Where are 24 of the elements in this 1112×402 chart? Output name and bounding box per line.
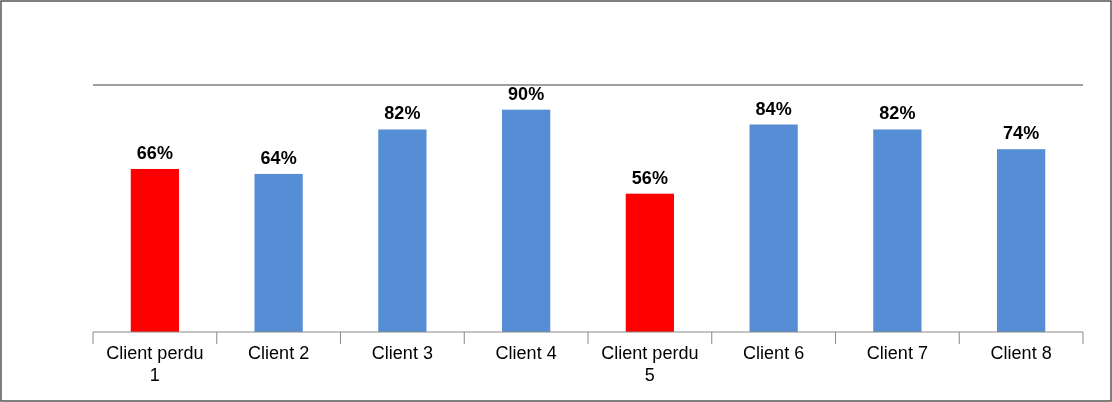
x-tick-label: Client 2 xyxy=(248,343,310,363)
bar xyxy=(501,109,551,332)
x-tick-label: Client 3 xyxy=(371,343,433,363)
bar xyxy=(749,124,798,332)
x-tick-label: Client 7 xyxy=(866,343,928,363)
x-tick-label: Client 8 xyxy=(990,343,1052,363)
x-tick-label: Client 6 xyxy=(743,343,805,363)
x-tick-label: Client perdu 5 xyxy=(601,343,699,385)
data-label: 84% xyxy=(755,98,792,119)
data-label: 82% xyxy=(384,103,421,124)
data-label: 64% xyxy=(260,147,297,168)
x-tick-label: Client 4 xyxy=(495,343,557,363)
data-label: 66% xyxy=(136,142,173,163)
x-tick-label: Client perdu 1 xyxy=(106,343,204,385)
data-label: 74% xyxy=(1003,123,1040,144)
bar xyxy=(625,193,675,332)
bar xyxy=(378,129,427,332)
data-label: 56% xyxy=(631,167,668,188)
bar xyxy=(130,168,180,332)
data-label: 82% xyxy=(879,103,916,124)
bar xyxy=(873,129,922,332)
data-label: 90% xyxy=(508,83,545,104)
bar xyxy=(254,173,303,332)
bar xyxy=(996,149,1046,332)
